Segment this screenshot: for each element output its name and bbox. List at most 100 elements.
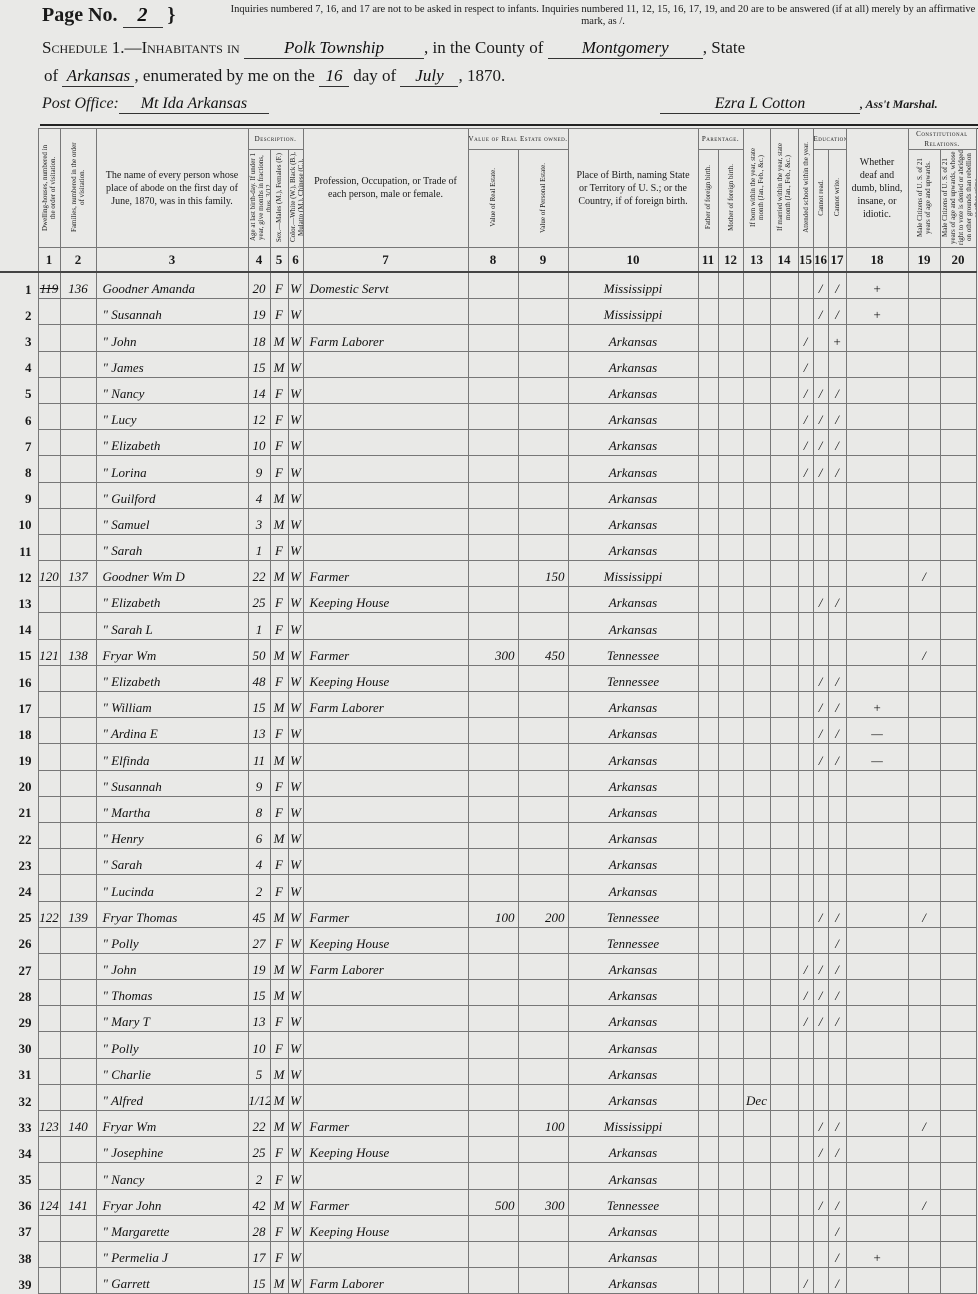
- cannot-write-mark: [827, 769, 847, 797]
- occupation: Farm Laborer: [302, 690, 469, 719]
- male-citizen-mark: [907, 455, 941, 483]
- school-mark: [797, 533, 814, 562]
- dwelling-number: [37, 1214, 61, 1242]
- column-number: 10: [567, 247, 699, 273]
- disability-mark: +: [845, 271, 909, 300]
- cannot-read-mark: [812, 1240, 829, 1269]
- male-citizen-mark: [907, 848, 941, 876]
- family-number: [59, 664, 97, 693]
- line-number: 9: [25, 491, 32, 507]
- table-row: 29 " Mary T 13 F W Arkansas / / /: [0, 1005, 977, 1033]
- cannot-write-mark: /: [827, 664, 847, 693]
- mother-foreign-mark: [717, 429, 744, 457]
- line-number: 20: [18, 779, 32, 795]
- person-name: " Susannah: [95, 769, 249, 797]
- table-row: 18 " Ardina E 13 F W Arkansas / / —: [0, 717, 977, 745]
- vote-denied-mark: [939, 952, 977, 981]
- mother-foreign-mark: [717, 1136, 744, 1164]
- disability-mark: [845, 1031, 909, 1059]
- color: W: [287, 376, 304, 404]
- age: 10: [247, 1031, 271, 1059]
- col-disability-header: Whether deaf and dumb, blind, insane, or…: [845, 128, 909, 248]
- cannot-read-mark: [812, 350, 829, 378]
- person-name: " Ardina E: [95, 717, 249, 745]
- color: W: [287, 455, 304, 483]
- age: 27: [247, 926, 271, 954]
- real-estate-value: [467, 1240, 519, 1269]
- person-name: " Nancy: [95, 376, 249, 404]
- vote-denied-mark: [939, 1031, 977, 1059]
- person-name: " Garrett: [95, 1267, 249, 1294]
- table-row: 25 122 139 Fryar Thomas 45 M W Farmer 100 200 Tenn…: [0, 900, 977, 928]
- mother-foreign-mark: [717, 1031, 744, 1059]
- vote-denied-mark: [939, 271, 977, 300]
- disability-mark: [845, 952, 909, 981]
- born-month: [742, 1136, 771, 1164]
- real-estate-value: [467, 874, 519, 902]
- married-month: [769, 507, 799, 535]
- personal-estate-value: [517, 1031, 569, 1059]
- cannot-write-mark: /: [827, 402, 847, 431]
- column-number: 15: [797, 247, 814, 273]
- dwelling-number: [37, 1240, 61, 1269]
- vote-denied-mark: [939, 1057, 977, 1085]
- cannot-write-mark: [827, 560, 847, 588]
- father-foreign-mark: [697, 612, 719, 640]
- township: Polk Township: [243, 38, 424, 59]
- family-number: [59, 1057, 97, 1085]
- person-name: " Nancy: [95, 1162, 249, 1190]
- male-citizen-mark: [907, 795, 941, 823]
- father-foreign-mark: [697, 664, 719, 693]
- table-row: 15 121 138 Fryar Wm 50 M W Farmer 300 450 Tennesse…: [0, 638, 977, 666]
- school-mark: [797, 1083, 814, 1112]
- personal-estate-value: [517, 402, 569, 431]
- father-foreign-mark: [697, 900, 719, 928]
- occupation: Keeping House: [302, 586, 469, 614]
- dwelling-number: [37, 848, 61, 876]
- real-estate-value: [467, 1109, 519, 1138]
- school-mark: [797, 769, 814, 797]
- real-estate-value: [467, 376, 519, 404]
- age: 13: [247, 717, 271, 745]
- col-name-header: The name of every person whose place of …: [95, 128, 249, 248]
- column-number: 20: [939, 247, 977, 273]
- color: W: [287, 1240, 304, 1269]
- occupation: [302, 743, 469, 771]
- col-cannot-write-header: Cannot write.: [827, 149, 847, 248]
- vote-denied-mark: [939, 1109, 977, 1138]
- disability-mark: [845, 481, 909, 509]
- cannot-write-mark: /: [827, 1214, 847, 1242]
- cannot-read-mark: /: [812, 664, 829, 693]
- vote-denied-mark: [939, 1240, 977, 1269]
- col-married-month-header-text: If married within the year, state month …: [776, 143, 792, 231]
- married-month: [769, 900, 799, 928]
- vote-denied-mark: [939, 455, 977, 483]
- mother-foreign-mark: [717, 1083, 744, 1112]
- family-number: [59, 1267, 97, 1294]
- school-mark: [797, 586, 814, 614]
- personal-estate-value: [517, 743, 569, 771]
- occupation: [302, 795, 469, 823]
- male-citizen-mark: [907, 874, 941, 902]
- line-number: 28: [18, 988, 32, 1004]
- cannot-write-mark: /: [827, 1267, 847, 1294]
- cannot-write-mark: /: [827, 926, 847, 954]
- married-month: [769, 481, 799, 509]
- personal-estate-value: [517, 795, 569, 823]
- personal-estate-value: 200: [517, 900, 569, 928]
- table-row: 23 " Sarah 4 F W Arkansas: [0, 848, 977, 876]
- born-month: [742, 1240, 771, 1269]
- born-month: [742, 612, 771, 640]
- male-citizen-mark: [907, 271, 941, 300]
- real-estate-value: [467, 481, 519, 509]
- sex: M: [269, 560, 289, 588]
- age: 4: [247, 481, 271, 509]
- family-number: 140: [59, 1109, 97, 1138]
- father-foreign-mark: [697, 1109, 719, 1138]
- dwelling-number: [37, 874, 61, 902]
- dwelling-number: [37, 1031, 61, 1059]
- column-number: 5: [269, 247, 289, 273]
- instructions-note: Inquiries numbered 7, 16, and 17 are not…: [230, 4, 976, 27]
- column-number: 17: [827, 247, 847, 273]
- cannot-write-mark: [827, 1031, 847, 1059]
